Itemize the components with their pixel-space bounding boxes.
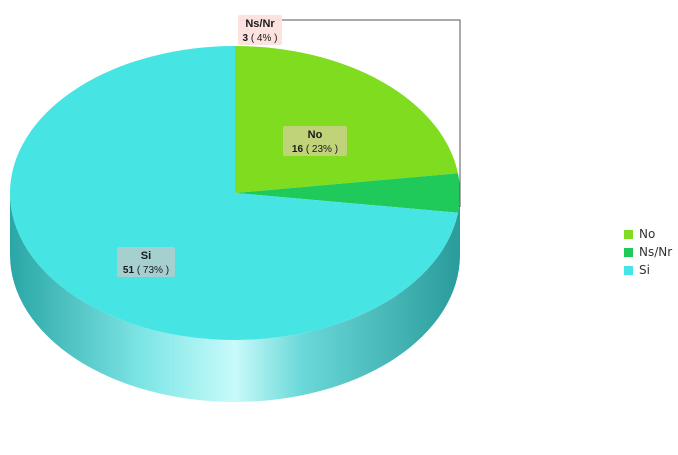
data-label-no: No 16 ( 23% ) bbox=[283, 126, 347, 156]
data-label-category: No bbox=[308, 129, 323, 141]
leader-line-ns-nr bbox=[240, 19, 461, 207]
data-label-value: 16 ( 23% ) bbox=[292, 144, 338, 155]
data-label-category: Ns/Nr bbox=[245, 18, 275, 30]
data-label-box bbox=[238, 15, 282, 45]
legend-label-no: No bbox=[639, 227, 656, 241]
pie-slice-no[interactable] bbox=[235, 46, 458, 193]
pie-slice-ns-nr[interactable] bbox=[235, 173, 460, 213]
data-label-box bbox=[283, 126, 347, 156]
legend: No Ns/Nr Si bbox=[624, 225, 672, 279]
legend-item-ns-nr[interactable]: Ns/Nr bbox=[624, 243, 672, 261]
data-label-value: 3 ( 4% ) bbox=[242, 33, 277, 44]
data-label-box bbox=[117, 247, 175, 277]
data-label-si: Si 51 ( 73% ) bbox=[117, 247, 175, 277]
legend-label-ns-nr: Ns/Nr bbox=[639, 245, 673, 259]
pie-side-wall bbox=[10, 193, 460, 402]
legend-swatch-si bbox=[624, 265, 633, 275]
data-label-ns-nr: Ns/Nr 3 ( 4% ) bbox=[238, 15, 461, 207]
data-label-value: 51 ( 73% ) bbox=[123, 265, 169, 276]
legend-swatch-no bbox=[624, 229, 633, 239]
data-label-category: Si bbox=[141, 250, 151, 262]
legend-item-si[interactable]: Si bbox=[624, 261, 672, 279]
legend-label-si: Si bbox=[639, 263, 650, 277]
legend-swatch-ns-nr bbox=[624, 247, 633, 257]
legend-item-no[interactable]: No bbox=[624, 225, 672, 243]
